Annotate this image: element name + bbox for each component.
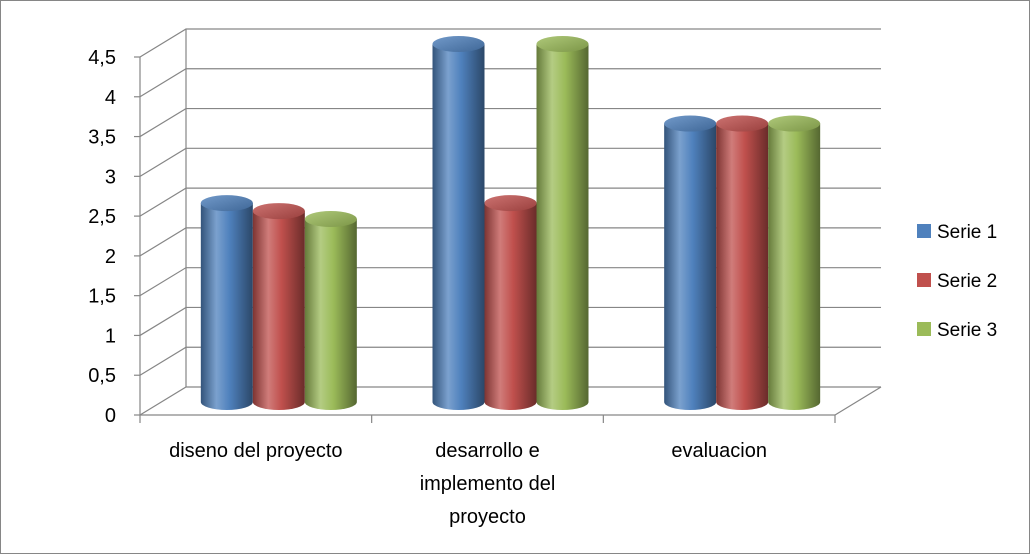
legend-label: Serie 2	[937, 271, 997, 292]
y-tick-label: 1	[105, 325, 116, 347]
legend-swatch	[917, 273, 931, 287]
y-tick-label: 3	[105, 166, 116, 188]
bar	[200, 195, 253, 410]
y-tick-label: 0	[105, 405, 116, 427]
y-axis-tick-labels: 0 0,5 1 1,5 2 2,5 3 3,5 4 4,5	[88, 47, 116, 427]
y-tick-label: 4	[105, 87, 116, 109]
bar	[716, 115, 769, 411]
legend-label: Serie 3	[937, 320, 997, 341]
bar	[536, 36, 589, 410]
legend-swatch	[917, 224, 931, 238]
category-label: diseno del proyecto	[169, 440, 342, 462]
category-label: evaluacion	[671, 440, 767, 462]
y-tick-label: 4,5	[88, 47, 116, 69]
legend-label: Serie 1	[937, 222, 997, 243]
legend-swatch	[917, 322, 931, 336]
y-tick-label: 0,5	[88, 365, 116, 387]
bar	[304, 211, 357, 410]
axes	[134, 29, 882, 423]
bar	[484, 195, 537, 410]
x-axis-category-labels: diseno del proyecto desarrollo e implement…	[169, 440, 767, 528]
category-label: proyecto	[449, 506, 526, 528]
category-label: desarrollo e	[435, 440, 540, 462]
y-tick-label: 2	[105, 246, 116, 268]
bars	[200, 36, 821, 411]
floor-edge	[834, 386, 882, 416]
bar	[432, 36, 485, 410]
legend: Serie 1 Serie 2 Serie 3	[917, 222, 997, 341]
y-tick-label: 3,5	[88, 127, 116, 149]
bar	[664, 115, 717, 411]
y-tick-label: 2,5	[88, 206, 116, 228]
y-tick-label: 1,5	[88, 286, 116, 308]
bar	[252, 203, 305, 410]
bar	[768, 115, 821, 411]
category-label: implemento del	[420, 473, 556, 495]
